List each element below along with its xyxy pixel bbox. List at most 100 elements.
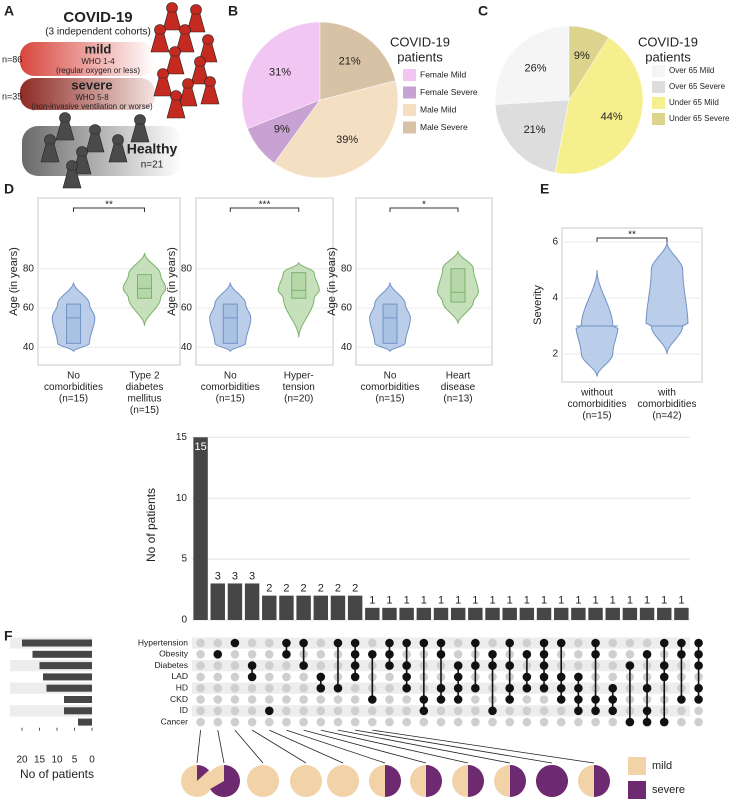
empty-dot <box>505 706 514 716</box>
bar-label: 1 <box>455 595 461 607</box>
empty-dot <box>385 717 394 727</box>
member-dot <box>591 695 600 704</box>
pie-title: COVID-19 <box>390 34 450 49</box>
member-dot <box>608 695 618 704</box>
member-dot <box>694 661 703 670</box>
member-dot <box>642 706 652 716</box>
member-dot <box>350 661 360 670</box>
slice-label: 26% <box>525 62 547 74</box>
y-axis-label: Severity <box>532 285 544 325</box>
bar-label: 1 <box>386 595 392 607</box>
figure-icon <box>55 121 75 141</box>
empty-dot <box>385 706 394 716</box>
empty-dot <box>299 706 308 716</box>
x-tick-label: (n=15) <box>375 394 404 405</box>
significance-label: *** <box>259 200 271 211</box>
empty-dot <box>368 638 377 648</box>
member-dot <box>436 638 446 648</box>
set-size-bar <box>22 639 92 647</box>
set-size-bar <box>78 718 92 726</box>
legend-swatch <box>628 757 646 775</box>
member-dot <box>539 661 549 670</box>
legend-swatch <box>403 69 416 81</box>
x-tick-label: 0 <box>89 755 95 766</box>
legend-label: Over 65 Severe <box>669 82 726 91</box>
empty-dot <box>230 706 240 716</box>
legend-label: Female Severe <box>420 87 478 97</box>
empty-dot <box>694 717 703 727</box>
legend-swatch <box>403 86 416 99</box>
x-tick-label: comorbidities <box>638 399 697 410</box>
bar-label: 1 <box>678 595 684 607</box>
bar-label: 2 <box>301 583 307 595</box>
y-tick-label: 15 <box>176 432 188 443</box>
empty-dot <box>471 695 480 704</box>
empty-dot <box>625 650 635 659</box>
bar <box>485 607 500 620</box>
group-name: severe <box>71 77 112 92</box>
member-dot <box>574 706 583 716</box>
member-dot <box>659 672 669 682</box>
member-dot <box>471 661 480 670</box>
x-tick-label: No <box>67 371 80 382</box>
empty-dot <box>385 695 394 704</box>
bar <box>639 607 655 620</box>
group-who: WHO 1-4 <box>81 57 115 66</box>
member-dot <box>574 695 583 704</box>
member-dot <box>556 672 566 682</box>
empty-dot <box>608 638 618 648</box>
member-dot <box>333 638 343 648</box>
member-dot <box>419 695 429 704</box>
member-dot <box>591 650 600 659</box>
member-dot <box>505 661 514 670</box>
member-dot <box>436 650 446 659</box>
mild-band <box>20 42 155 76</box>
member-dot <box>230 638 240 648</box>
x-tick-label: without <box>580 388 613 399</box>
empty-dot <box>522 717 532 727</box>
empty-dot <box>264 650 274 659</box>
empty-dot <box>574 661 583 670</box>
empty-dot <box>230 695 240 704</box>
empty-dot <box>282 717 291 727</box>
member-dot <box>556 683 566 693</box>
bar <box>279 595 294 620</box>
member-dot <box>574 683 583 693</box>
legend-swatch <box>628 781 646 799</box>
figure-icon <box>175 33 195 53</box>
figure-icon <box>85 133 105 153</box>
bar <box>296 595 311 620</box>
legend-swatch <box>403 121 416 134</box>
empty-dot <box>213 717 223 727</box>
pie-link <box>286 729 386 764</box>
member-dot <box>608 683 618 693</box>
empty-dot <box>350 717 360 727</box>
empty-dot <box>247 650 257 659</box>
bar-label: 2 <box>266 583 272 595</box>
figure-icon <box>166 99 186 119</box>
member-dot <box>539 638 549 648</box>
empty-dot <box>419 717 429 727</box>
member-dot <box>453 683 463 693</box>
set-size-bar <box>43 673 92 681</box>
pie-link <box>372 729 595 764</box>
member-dot <box>299 638 308 648</box>
x-tick-label: tension <box>283 382 315 393</box>
empty-dot <box>556 717 566 727</box>
member-dot <box>350 672 360 682</box>
y-tick-label: 40 <box>23 342 35 353</box>
empty-dot <box>282 706 291 716</box>
member-dot <box>282 638 291 648</box>
legend-label: Under 65 Mild <box>669 98 719 107</box>
pie-severe <box>594 765 610 797</box>
y-tick-label: 0 <box>181 615 187 626</box>
member-dot <box>522 650 532 659</box>
empty-dot <box>350 683 360 693</box>
pie-severe <box>197 765 209 781</box>
group-detail: (regular oxygen or less) <box>56 66 140 75</box>
y-tick-label: 10 <box>176 493 188 504</box>
bar <box>244 583 260 620</box>
bar <box>571 607 586 620</box>
x-tick-label: Type 2 <box>129 371 159 382</box>
bar <box>210 583 225 620</box>
